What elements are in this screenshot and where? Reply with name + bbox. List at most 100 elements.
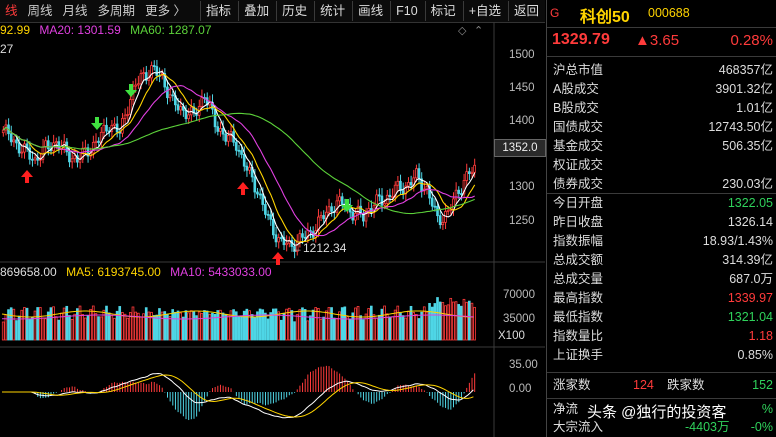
volume-bar	[285, 308, 288, 341]
chart-toolbar: 线 周线 月线 多周期 更多 〉 指标 叠加 历史 统计 画线 F10 标记 +…	[0, 0, 545, 23]
index-price: 1329.79	[552, 31, 610, 48]
volume-bar	[245, 308, 249, 341]
info-row-value: 1.18	[748, 329, 773, 343]
volume-bar	[216, 310, 220, 341]
volume-bar	[279, 319, 283, 341]
info-row-value: 314.39亿	[722, 253, 773, 267]
candle-body	[266, 213, 270, 216]
volume-bar	[28, 318, 32, 341]
volume-bar	[430, 306, 434, 341]
more-periods-button[interactable]: 更多 〉	[145, 4, 187, 18]
volume-ma10-legend: MA10: 5433033.00	[170, 265, 272, 279]
candle-body	[338, 196, 341, 202]
volume-bar	[229, 310, 233, 341]
candle-body	[184, 109, 188, 120]
volume-bar	[83, 317, 87, 341]
candle-body	[234, 141, 238, 151]
volume-bar	[179, 312, 182, 341]
volume-bar	[171, 309, 175, 341]
candle-body	[126, 114, 130, 116]
volume-bar	[449, 297, 453, 341]
price-axis-label: 1500	[509, 49, 535, 61]
candle-body	[293, 246, 296, 252]
candle-body	[179, 106, 182, 111]
volume-legend: 869658.00 MA5: 6193745.00 MA10: 5433033.…	[0, 265, 272, 279]
draw-line-button[interactable]: 画线	[352, 1, 388, 21]
candle-body	[282, 237, 286, 246]
info-row-value: 687.0万	[729, 272, 773, 286]
volume-bar	[15, 320, 18, 341]
candle-body	[150, 65, 153, 79]
volume-bar	[131, 306, 135, 341]
statistics-button[interactable]: 统计	[314, 1, 350, 21]
volume-bar	[224, 314, 227, 341]
candle-body	[142, 72, 145, 75]
chart-collapse-icon[interactable]: ⌃	[474, 25, 484, 37]
info-row: 国债成交 12743.50亿	[547, 118, 776, 137]
candle-body	[136, 83, 140, 86]
candle-body	[46, 140, 50, 150]
volume-bar	[290, 310, 294, 341]
volume-bar	[301, 307, 304, 341]
candle-body	[277, 237, 280, 243]
candle-body	[113, 123, 116, 126]
kline-chart-canvas[interactable]	[0, 22, 545, 437]
volume-bar	[176, 310, 180, 341]
volume-bar	[385, 313, 389, 341]
volume-bar	[192, 311, 196, 341]
candle-body	[91, 141, 95, 154]
info-row: 权证成交	[547, 156, 776, 175]
chart-settings-icon[interactable]: ◇	[458, 25, 467, 37]
ma10-line	[2, 73, 476, 243]
period-month-tab[interactable]: 月线	[62, 4, 88, 18]
volume-bar	[332, 317, 336, 341]
volume-bar	[123, 313, 127, 341]
info-row-value: 0.85%	[737, 348, 773, 362]
candle-body	[401, 190, 405, 195]
overlay-button[interactable]: 叠加	[238, 1, 274, 21]
volume-bar	[44, 318, 47, 341]
volume-bar	[166, 313, 169, 341]
candle-body	[409, 182, 413, 186]
candle-body	[166, 86, 169, 99]
volume-bar	[107, 312, 111, 341]
candle-body	[134, 84, 137, 87]
info-row-value: 1326.14	[727, 215, 773, 229]
period-week-tab[interactable]: 周线	[27, 4, 53, 18]
volume-bar	[221, 312, 225, 341]
volume-bar	[282, 313, 286, 341]
history-button[interactable]: 历史	[276, 1, 312, 21]
period-day-tab[interactable]: 线	[5, 4, 18, 18]
f10-button[interactable]: F10	[390, 1, 423, 21]
candle-body	[441, 221, 445, 226]
info-row-label: 沪总市值	[553, 63, 604, 77]
add-watchlist-button[interactable]: +自选	[462, 1, 506, 21]
volume-ma10-line	[1, 314, 474, 320]
volume-bar	[359, 315, 363, 341]
volume-bar	[219, 309, 222, 341]
kline-chart-panel[interactable]: 92.99 MA20: 1301.59 MA60: 1287.07 27 ◇ ⌃…	[0, 22, 546, 437]
volume-bar	[446, 304, 450, 341]
main-ma-legend: 92.99 MA20: 1301.59 MA60: 1287.07	[0, 23, 212, 37]
volume-bar	[242, 310, 246, 341]
multi-period-tab[interactable]: 多周期	[97, 4, 136, 18]
candle-body	[226, 135, 230, 142]
price-axis-label: 1250	[509, 215, 535, 227]
candle-body	[396, 180, 400, 186]
candle-body	[356, 205, 360, 214]
back-button[interactable]: 返回	[508, 1, 544, 21]
info-row-label: 权证成交	[553, 158, 604, 172]
mark-button[interactable]: 标记	[424, 1, 461, 21]
candle-body	[237, 149, 241, 152]
volume-bar	[377, 314, 381, 341]
ma20-legend-value: MA20: 1301.59	[39, 23, 121, 37]
info-row: 指数振幅 18.93/1.43%	[547, 232, 776, 251]
indicator-button[interactable]: 指标	[200, 1, 236, 21]
volume-ma5-legend: MA5: 6193745.00	[66, 265, 161, 279]
candle-body	[470, 171, 474, 174]
candle-body	[454, 189, 458, 200]
volume-bar	[1, 321, 5, 341]
candle-body	[391, 195, 394, 198]
volume-bar	[152, 315, 156, 341]
volume-bar	[184, 310, 188, 341]
